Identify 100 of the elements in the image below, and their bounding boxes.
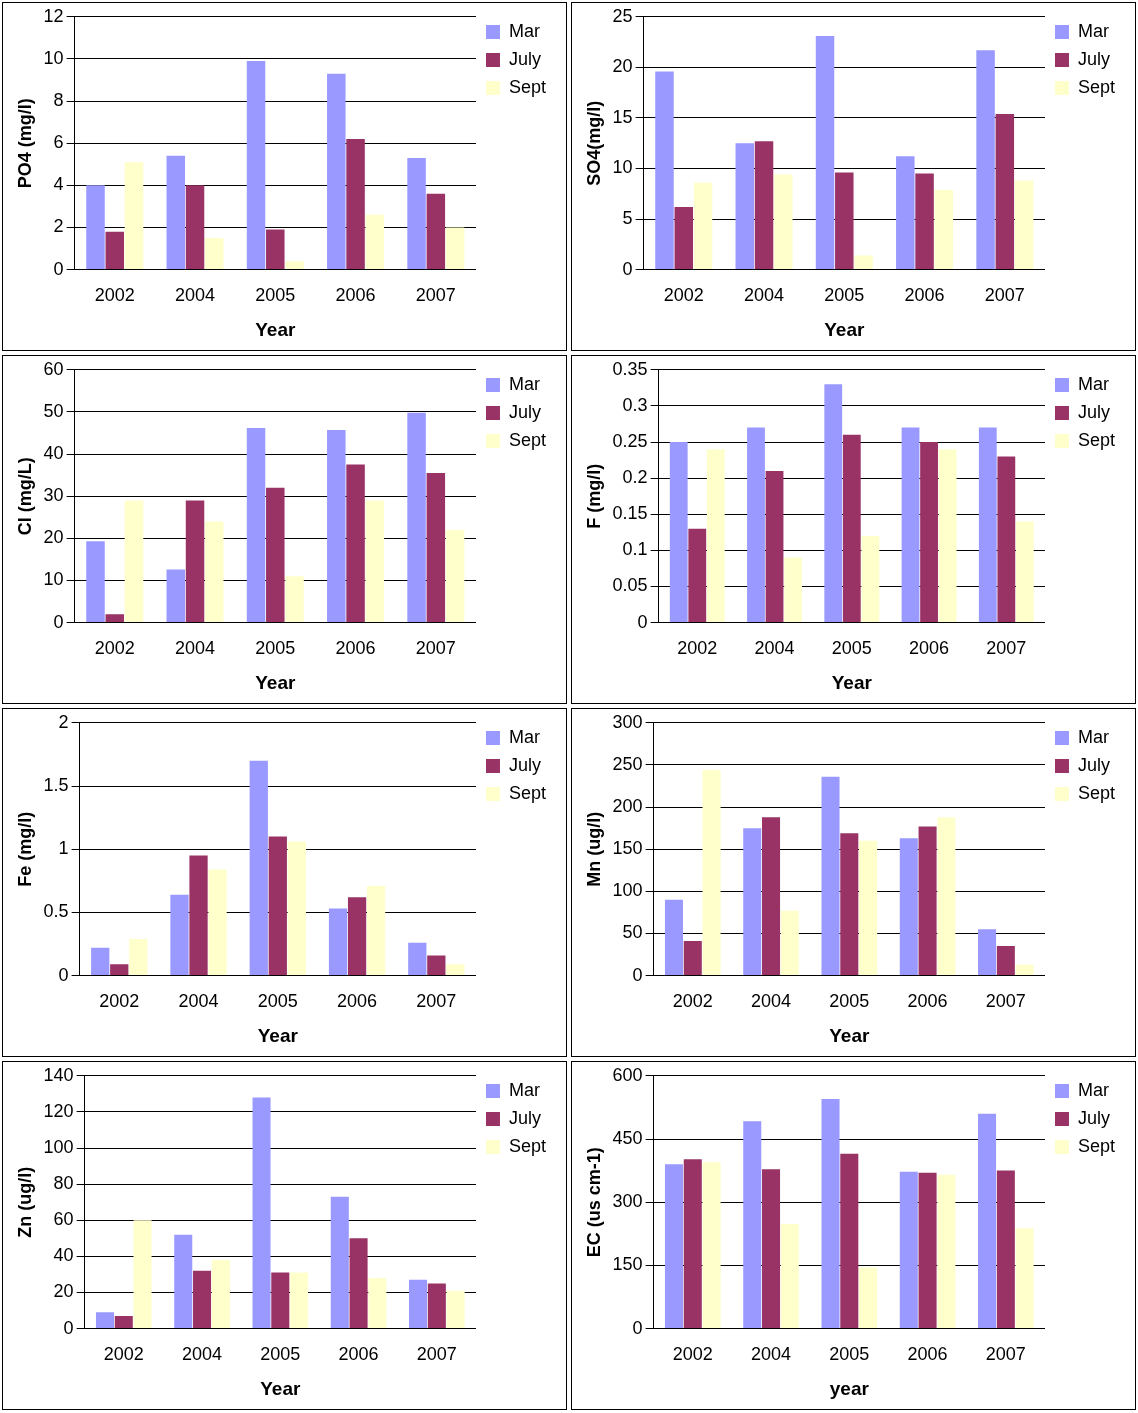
x-tick-label: 2004 xyxy=(178,991,219,1012)
legend-label: Sept xyxy=(1077,429,1115,450)
bar xyxy=(899,838,918,976)
legend-label: Mar xyxy=(1077,373,1109,394)
bar xyxy=(996,1170,1015,1329)
y-tick-label: 50 xyxy=(622,922,643,943)
legend-label: July xyxy=(1077,754,1110,775)
bar xyxy=(840,833,859,976)
legend-label: Mar xyxy=(508,373,540,394)
bar xyxy=(95,1312,114,1329)
bar xyxy=(780,1224,799,1329)
bar xyxy=(780,910,799,976)
bar xyxy=(899,1171,918,1329)
y-axis-title: PO4 (mg/l) xyxy=(14,98,35,189)
bar xyxy=(185,185,205,270)
y-tick-label: 12 xyxy=(43,5,64,26)
bar xyxy=(995,113,1015,270)
x-tick-label: 2007 xyxy=(415,285,456,306)
bar xyxy=(934,189,954,270)
bar xyxy=(346,138,365,270)
bar xyxy=(408,942,427,976)
bar xyxy=(246,427,266,623)
bar xyxy=(366,885,386,976)
bar xyxy=(824,384,843,623)
bar xyxy=(702,1162,721,1329)
x-tick-label: 2005 xyxy=(824,285,865,306)
bar xyxy=(328,908,348,976)
bar xyxy=(124,162,144,270)
y-tick-label: 10 xyxy=(43,47,64,68)
legend-label: Sept xyxy=(1077,1135,1115,1156)
bar xyxy=(1014,180,1034,270)
bar xyxy=(664,899,683,976)
legend-label: Mar xyxy=(1077,1079,1109,1100)
y-tick-label: 0 xyxy=(632,1317,643,1338)
bar xyxy=(915,173,934,270)
bar xyxy=(91,947,110,976)
y-tick-label: 0.5 xyxy=(43,901,69,922)
legend-label: Mar xyxy=(1077,726,1109,747)
bar xyxy=(664,1164,683,1329)
bar xyxy=(246,61,266,270)
y-tick-label: 300 xyxy=(612,711,643,732)
x-axis-title: Year xyxy=(255,671,296,693)
x-tick-label: 2004 xyxy=(751,991,792,1012)
bar xyxy=(205,521,224,623)
x-axis-title: Year xyxy=(260,1377,301,1399)
legend-label: Sept xyxy=(1077,76,1115,97)
bar xyxy=(978,1113,997,1329)
x-axis-title: Year xyxy=(257,1024,299,1046)
bar xyxy=(937,1174,956,1329)
bar xyxy=(997,456,1016,623)
bar xyxy=(445,227,465,270)
x-tick-label: 2007 xyxy=(985,991,1026,1012)
y-tick-label: 25 xyxy=(612,5,633,26)
x-axis-title: Year xyxy=(255,318,296,340)
x-tick-label: 2006 xyxy=(904,285,945,306)
bar xyxy=(978,427,997,623)
bar xyxy=(918,826,937,976)
bar xyxy=(327,73,346,270)
legend-label: July xyxy=(508,401,541,422)
y-tick-label: 8 xyxy=(53,90,64,111)
bar xyxy=(185,500,205,623)
bar xyxy=(427,955,446,976)
y-tick-label: 1.5 xyxy=(43,774,69,795)
legend-label: Sept xyxy=(508,76,546,97)
y-tick-label: 80 xyxy=(53,1173,74,1194)
bar xyxy=(840,1153,859,1329)
y-tick-label: 20 xyxy=(612,56,633,77)
x-tick-label: 2002 xyxy=(94,285,135,306)
legend-label: July xyxy=(1077,1107,1110,1128)
y-axis-title: F (mg/l) xyxy=(583,463,604,529)
y-tick-label: 250 xyxy=(612,753,643,774)
x-tick-label: 2006 xyxy=(335,638,376,659)
bar xyxy=(285,261,304,270)
y-tick-label: 0 xyxy=(53,611,64,632)
y-tick-label: 10 xyxy=(43,569,64,590)
bar xyxy=(754,141,774,270)
bar xyxy=(937,817,956,976)
bar xyxy=(1015,964,1034,976)
y-tick-label: 450 xyxy=(612,1127,643,1148)
x-tick-label: 2002 xyxy=(663,285,704,306)
bar xyxy=(896,156,915,270)
bar xyxy=(1015,1228,1034,1329)
x-tick-label: 2006 xyxy=(337,991,378,1012)
bar xyxy=(166,569,186,623)
x-tick-label: 2002 xyxy=(94,638,135,659)
x-tick-label: 2005 xyxy=(829,1344,870,1365)
y-tick-label: 0.05 xyxy=(612,575,648,596)
x-tick-label: 2002 xyxy=(677,638,718,659)
legend-label: July xyxy=(508,754,541,775)
bar xyxy=(427,1283,446,1329)
bar xyxy=(166,155,186,270)
bar xyxy=(266,229,285,270)
legend-label: Sept xyxy=(1077,782,1115,803)
bar xyxy=(683,941,702,976)
y-tick-label: 0 xyxy=(632,964,643,985)
x-tick-label: 2004 xyxy=(751,1344,792,1365)
bar xyxy=(409,1279,428,1329)
x-tick-label: 2007 xyxy=(415,638,456,659)
x-tick-label: 2006 xyxy=(909,638,950,659)
x-tick-label: 2007 xyxy=(984,285,1025,306)
